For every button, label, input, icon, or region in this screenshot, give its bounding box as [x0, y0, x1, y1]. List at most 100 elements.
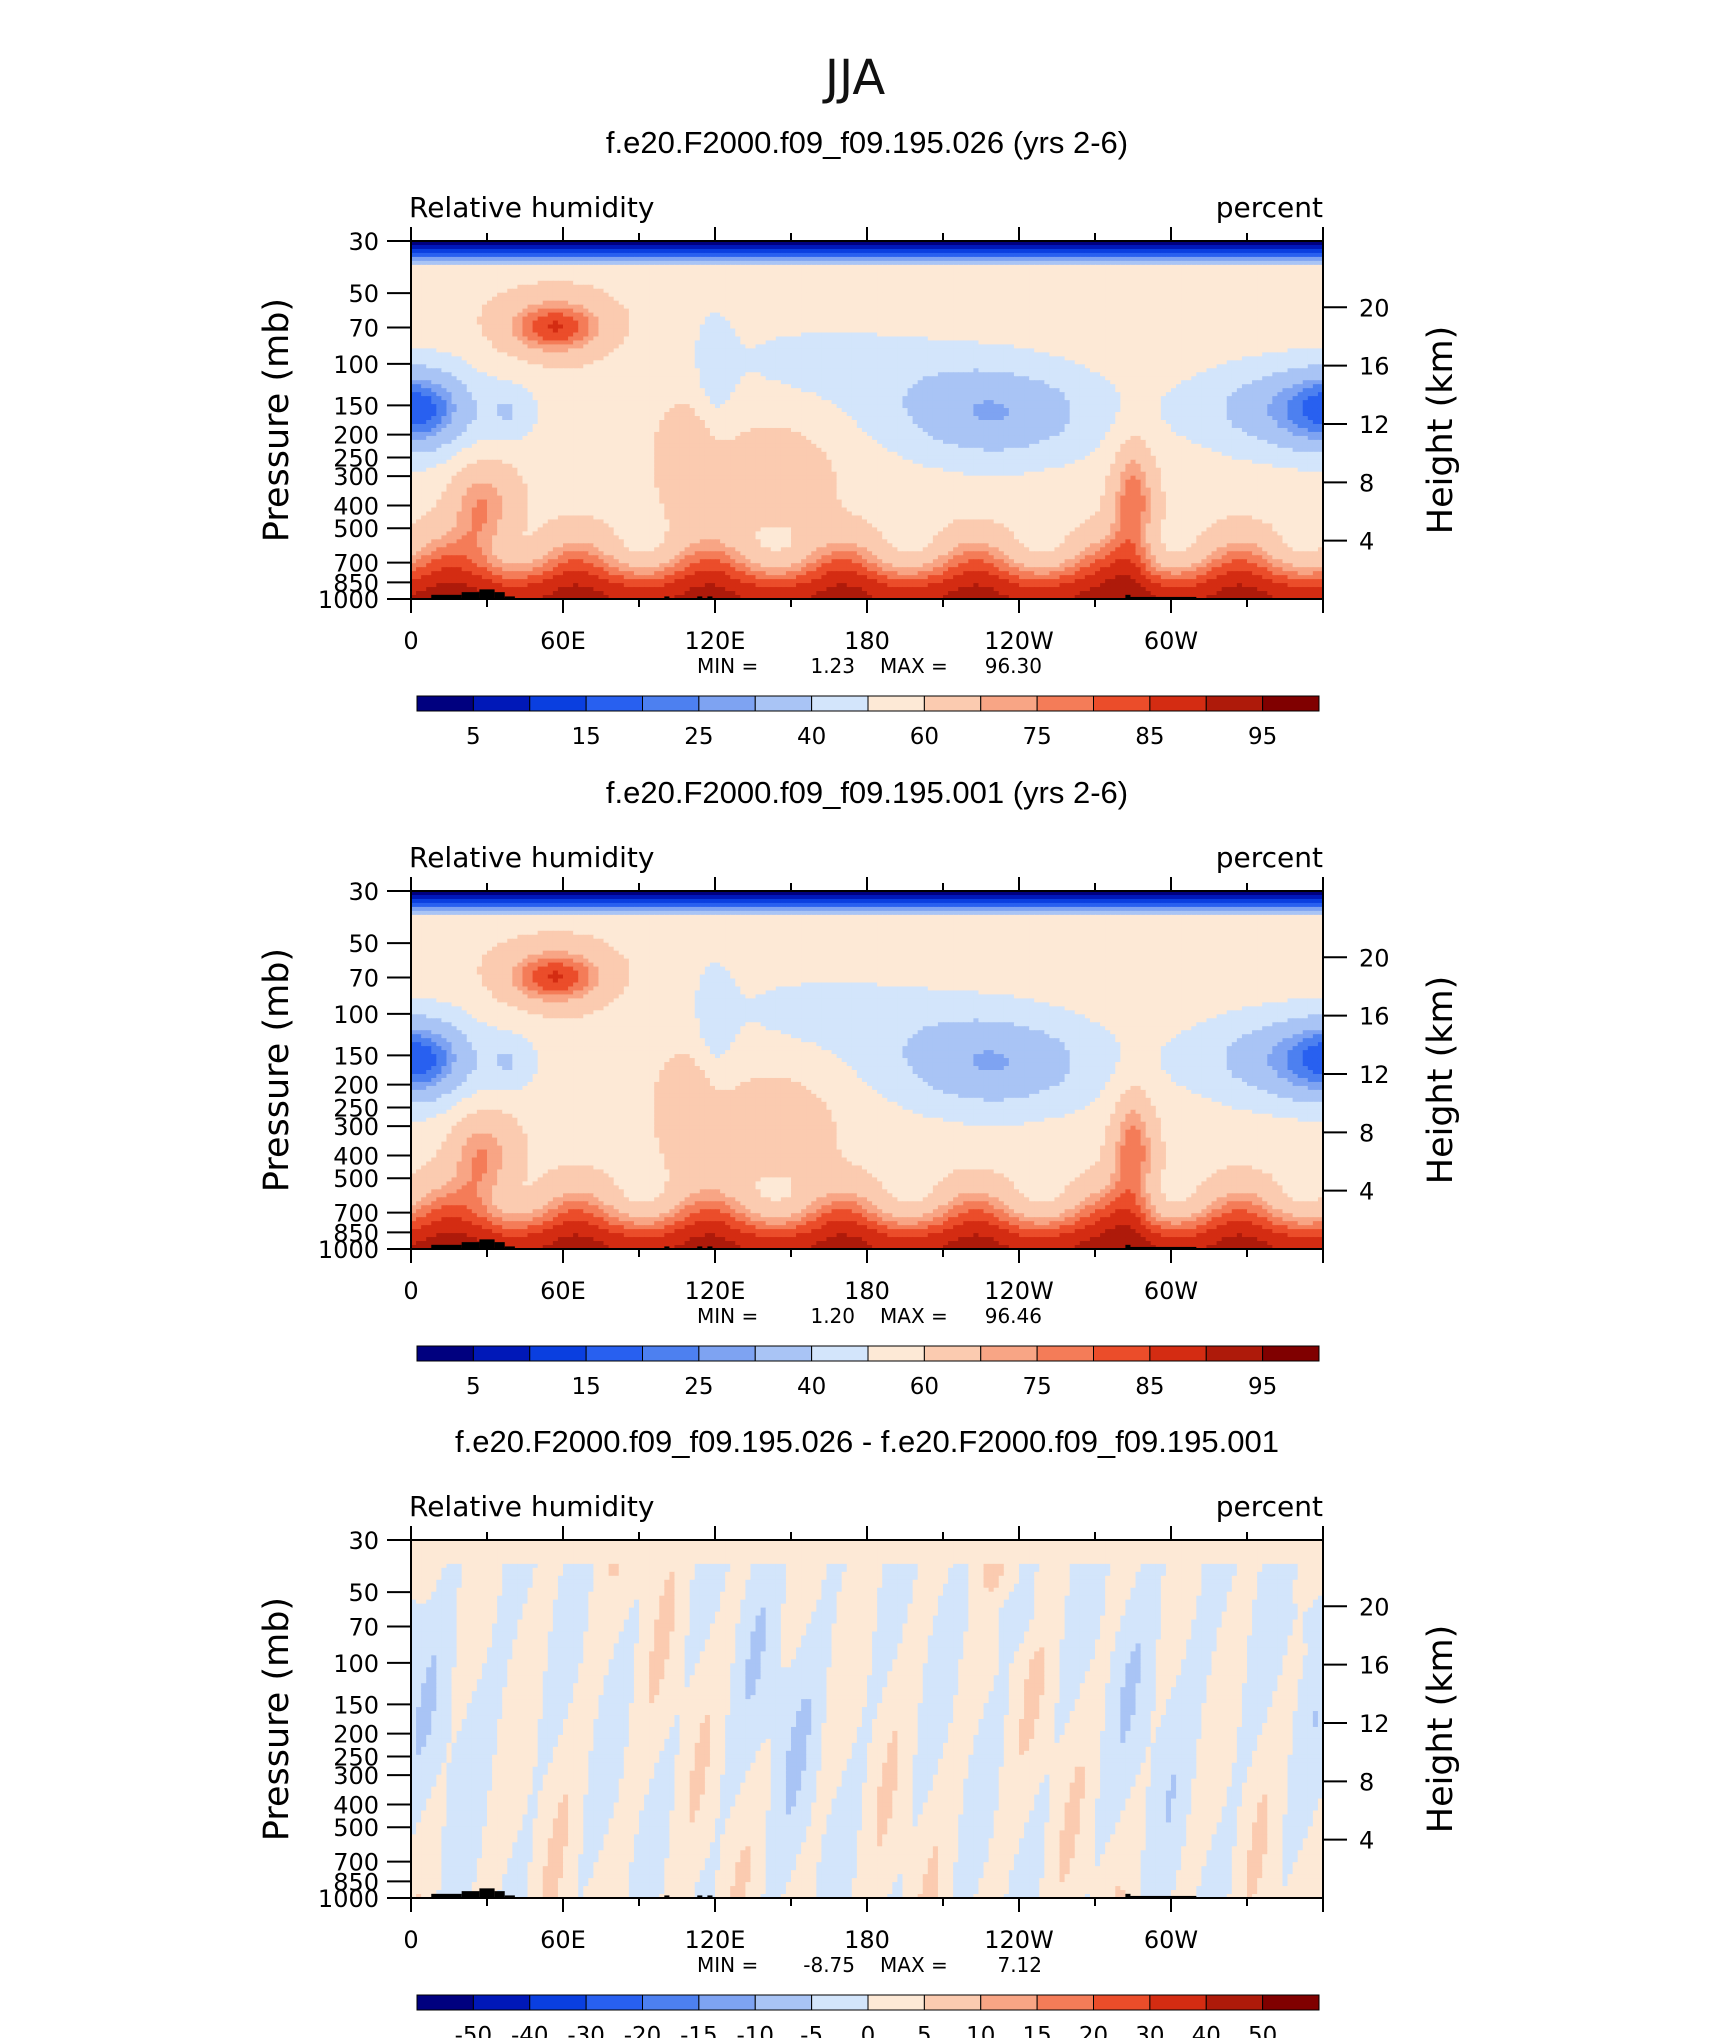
contour-cell [943, 297, 949, 302]
contour-cell [1156, 257, 1162, 262]
contour-cell [892, 277, 898, 282]
contour-cell [1161, 273, 1167, 278]
contour-cell [573, 249, 579, 254]
contour-cell [938, 265, 944, 270]
contour-cell [1277, 297, 1283, 302]
contour-cell [882, 261, 888, 266]
contour-cell [685, 261, 691, 266]
contour-cell [624, 273, 630, 278]
contour-cell [1288, 261, 1294, 266]
contour-cell [842, 273, 848, 278]
contour-cell [452, 293, 458, 298]
contour-cell [700, 257, 706, 262]
contour-cell [497, 265, 503, 270]
contour-cell [913, 297, 919, 302]
contour-cell [1100, 289, 1106, 294]
contour-cell [1075, 253, 1081, 258]
contour-cell [892, 285, 898, 290]
contour-cell [1125, 281, 1131, 286]
contour-cell [1141, 269, 1147, 274]
contour-cell [680, 261, 686, 266]
contour-cell [908, 297, 914, 302]
contour-cell [1151, 297, 1157, 302]
contour-cell [659, 265, 665, 270]
contour-cell [1176, 245, 1182, 250]
contour-cell [1156, 297, 1162, 302]
contour-cell [1181, 289, 1187, 294]
contour-cell [1303, 285, 1309, 290]
contour-cell [933, 285, 939, 290]
contour-cell [973, 289, 979, 294]
contour-cell [1288, 289, 1294, 294]
contour-cell [457, 265, 463, 270]
contour-cell [857, 273, 863, 278]
contour-cell [999, 257, 1005, 262]
contour-cell [588, 285, 594, 290]
contour-cell [1039, 253, 1045, 258]
contour-cell [614, 285, 620, 290]
contour-cell [548, 273, 554, 278]
contour-cell [1181, 257, 1187, 262]
contour-cell [563, 253, 569, 258]
contour-cell [1095, 261, 1101, 266]
contour-cell [821, 261, 827, 266]
contour-cell [659, 253, 665, 258]
contour-cell [826, 269, 832, 274]
contour-cell [690, 281, 696, 286]
contour-cell [1252, 257, 1258, 262]
contour-cell [1288, 293, 1294, 298]
contour-cell [1156, 285, 1162, 290]
contour-cell [477, 249, 483, 254]
contour-cell [436, 257, 442, 262]
contour-cell [1090, 265, 1096, 270]
contour-cell [715, 269, 721, 274]
contour-cell [426, 249, 432, 254]
contour-cell [528, 253, 534, 258]
contour-cell [918, 285, 924, 290]
contour-cell [750, 249, 756, 254]
contour-cell [842, 269, 848, 274]
contour-cell [1029, 269, 1035, 274]
contour-cell [1130, 269, 1136, 274]
contour-cell [771, 257, 777, 262]
contour-cell [634, 273, 640, 278]
contour-cell [609, 301, 615, 306]
contour-cell [766, 253, 772, 258]
contour-cell [573, 301, 579, 306]
contour-cell [1065, 245, 1071, 250]
contour-cell [669, 281, 675, 286]
contour-cell [1293, 269, 1299, 274]
contour-cell [1115, 249, 1121, 254]
contour-cell [634, 261, 640, 266]
contour-cell [740, 269, 746, 274]
contour-cell [1136, 261, 1142, 266]
contour-cell [756, 269, 762, 274]
contour-cell [492, 249, 498, 254]
contour-cell [1014, 257, 1020, 262]
contour-cell [1201, 253, 1207, 258]
contour-cell [517, 297, 523, 302]
contour-cell [1282, 265, 1288, 270]
contour-cell [1070, 249, 1076, 254]
contour-cell [1151, 265, 1157, 270]
contour-cell [522, 293, 528, 298]
contour-cell [761, 257, 767, 262]
figure-title: JJA [822, 50, 885, 106]
contour-cell [796, 281, 802, 286]
contour-cell [1247, 257, 1253, 262]
contour-cell [837, 257, 843, 262]
contour-cell [735, 297, 741, 302]
contour-cell [913, 269, 919, 274]
contour-cell [1212, 265, 1218, 270]
contour-cell [740, 265, 746, 270]
contour-cell [1176, 273, 1182, 278]
contour-cell [1262, 269, 1268, 274]
contour-cell [837, 261, 843, 266]
contour-cell [761, 253, 767, 258]
contour-cell [902, 265, 908, 270]
contour-cell [462, 277, 468, 282]
contour-cell [791, 273, 797, 278]
contour-cell [487, 249, 493, 254]
contour-cell [1257, 293, 1263, 298]
contour-cell [1267, 269, 1273, 274]
